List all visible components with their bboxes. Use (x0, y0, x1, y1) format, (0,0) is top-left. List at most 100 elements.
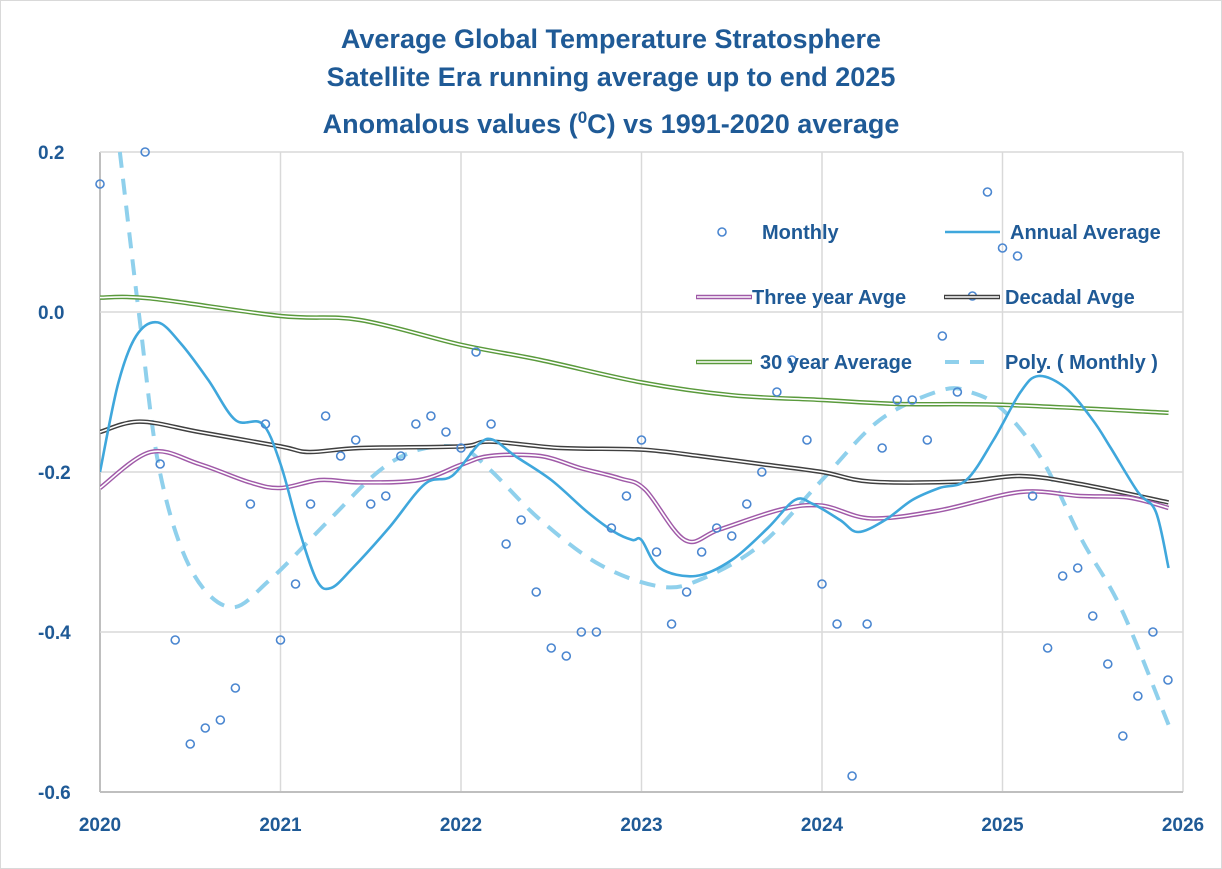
monthly-point (892, 395, 903, 405)
monthly-point (847, 771, 857, 781)
monthly-point (1072, 563, 1083, 573)
monthly-point (1057, 571, 1068, 581)
monthly-point (576, 627, 587, 637)
x-tick-label: 2020 (79, 815, 121, 836)
monthly-point (335, 451, 346, 461)
monthly-point (140, 147, 150, 157)
gridlines (99, 151, 1184, 793)
monthly-point (501, 539, 511, 549)
monthly-point (952, 387, 963, 397)
title-degree: 0 (577, 108, 588, 127)
decadal-avge-inner (100, 420, 1169, 504)
monthly-point (290, 579, 301, 589)
x-tick-label: 2025 (981, 815, 1024, 836)
three-year-avge-inner (100, 450, 1169, 543)
monthly-point (937, 331, 948, 341)
monthly-point (215, 715, 226, 725)
monthly-point (666, 619, 677, 629)
monthly-point (802, 435, 812, 445)
monthly-point (305, 499, 316, 509)
legend-entry: Decadal Avge (944, 287, 1135, 309)
30-year-average-line (100, 294, 1169, 416)
legend-entry: Poly. ( Monthly ) (945, 352, 1158, 374)
legend-label: Poly. ( Monthly ) (1005, 352, 1158, 374)
y-tick-label: -0.4 (38, 623, 71, 644)
monthly-point (471, 347, 481, 357)
monthly-point (95, 179, 105, 189)
monthly-point (245, 499, 256, 509)
chart-title-line-3: Anomalous values (0C) vs 1991-2020 avera… (0, 101, 1222, 141)
plot-area (95, 147, 1173, 781)
monthly-point (862, 619, 872, 629)
legend-entry: Three year Avge (696, 287, 906, 309)
monthly-point (200, 723, 211, 733)
monthly-point (441, 427, 451, 437)
chart-title-line-2: Satellite Era running average up to end … (326, 62, 896, 92)
y-tick-label: -0.6 (38, 783, 71, 804)
legend-label: Decadal Avge (1005, 287, 1135, 309)
monthly-point (546, 643, 557, 653)
monthly-point (230, 683, 241, 693)
monthly-point (787, 355, 797, 365)
x-tick-label: 2021 (259, 815, 302, 836)
decadal-avge-outer (100, 419, 1170, 505)
monthly-point (606, 523, 617, 533)
monthly-point (1102, 659, 1113, 669)
monthly-point (426, 411, 436, 421)
title-part: Anomalous values ( (322, 109, 578, 139)
legend-label: Monthly (762, 222, 840, 244)
three-year-avge-line (100, 448, 1170, 545)
monthly-point (456, 443, 466, 453)
monthly-point (772, 387, 782, 397)
monthly-point (1163, 675, 1173, 685)
monthly-point (411, 419, 421, 429)
legend-marker-circle (717, 227, 727, 237)
monthly-point (817, 579, 827, 589)
monthly-point (1042, 643, 1053, 653)
monthly-point (275, 635, 286, 645)
annual-average-line (100, 320, 1170, 591)
monthly-point (1087, 611, 1098, 621)
title-part: C) vs 1991-2020 average (587, 109, 900, 139)
monthly-point (516, 515, 526, 525)
monthly-point (320, 411, 331, 421)
monthly-point (877, 443, 887, 453)
legend-entry: Monthly (717, 222, 840, 244)
monthly-point (982, 187, 993, 197)
monthly-point (741, 499, 752, 509)
monthly-point (155, 459, 165, 469)
x-tick-label: 2022 (440, 815, 482, 836)
monthly-point (561, 651, 572, 661)
30-year-average-inner (100, 296, 1169, 414)
monthly-point (997, 243, 1008, 253)
monthly-point (591, 627, 602, 637)
x-tick-label: 2026 (1162, 815, 1204, 836)
legend-label: Annual Average (1010, 222, 1161, 244)
monthly-point (380, 491, 391, 501)
monthly-point (170, 635, 181, 645)
monthly-point (621, 491, 632, 501)
monthly-point (185, 739, 196, 749)
monthly-point (757, 467, 767, 477)
tick-labels: 2020 2021 2022 2023 2024 2025 2026 0.2 0.0 -0.2 -0… (38, 143, 1204, 836)
y-tick-label: 0.0 (38, 303, 64, 324)
monthly-point (1133, 691, 1143, 701)
legend-label: Three year Avge (752, 287, 906, 309)
x-tick-label: 2023 (620, 815, 662, 836)
monthly-point (832, 619, 842, 629)
monthly-point (636, 435, 647, 445)
monthly-point (1027, 491, 1038, 501)
y-tick-label: -0.2 (38, 463, 71, 484)
three-year-avge-outer (100, 448, 1170, 545)
legend-entry: Annual Average (945, 222, 1161, 244)
legend-entry: 30 year Average (696, 352, 912, 374)
y-tick-label: 0.2 (38, 143, 64, 164)
monthly-point (711, 523, 722, 533)
monthly-point (922, 435, 933, 445)
monthly-point (1012, 251, 1023, 261)
legend-label: 30 year Average (760, 352, 912, 374)
monthly-point (651, 547, 662, 557)
chart-title-line-1: Average Global Temperature Stratosphere (340, 24, 882, 54)
legend: Monthly Annual Average Three year Avge Deca… (696, 222, 1161, 374)
